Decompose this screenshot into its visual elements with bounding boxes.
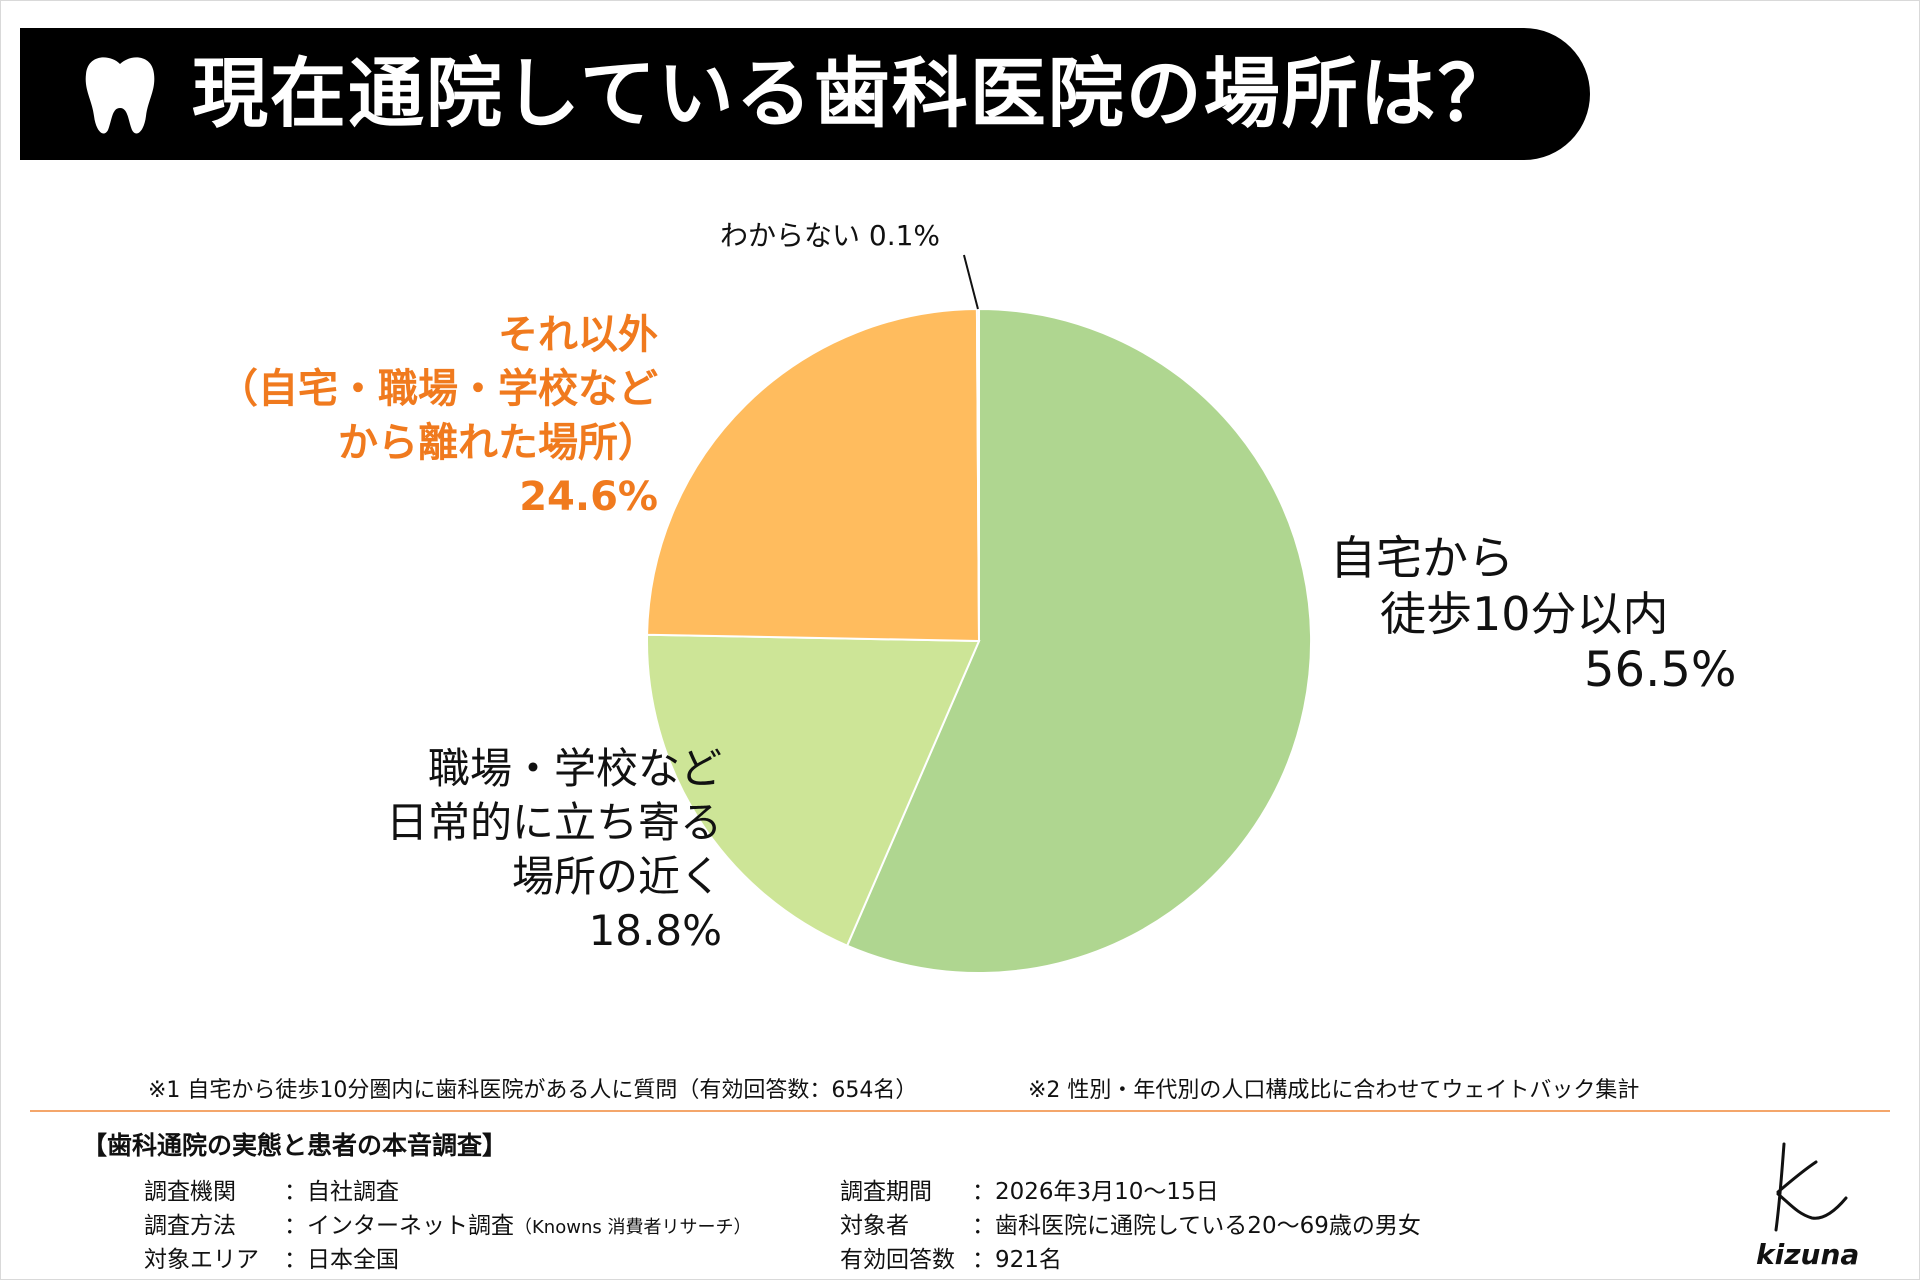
label-other-pct: 24.6% xyxy=(519,474,658,520)
meta-responses-key: 有効回答数 xyxy=(840,1247,955,1273)
pie-slice-other xyxy=(646,307,981,643)
footnote-1: ※1 自宅から徒歩10分圏内に歯科医院がある人に質問（有効回答数：654名） xyxy=(148,1078,918,1103)
label-other-line1: それ以外 xyxy=(498,312,658,358)
meta-target-key: 対象者 xyxy=(840,1213,909,1239)
survey-title: 【歯科通院の実態と患者の本音調査】 xyxy=(82,1131,508,1160)
meta-area-value: ：日本全国 xyxy=(284,1247,399,1273)
label-work-pct: 18.8% xyxy=(588,906,722,955)
pie-slice-work xyxy=(646,633,981,948)
meta-agency: 調査機関 ：自社調査 xyxy=(144,1172,399,1206)
divider xyxy=(30,1110,1890,1112)
logo-text: kizuna xyxy=(1756,1238,1860,1271)
label-other-line3: から離れた場所） xyxy=(338,420,658,466)
footnote-2: ※2 性別・年代別の人口構成比に合わせてウェイトバック集計 xyxy=(1028,1078,1640,1103)
meta-agency-key: 調査機関 xyxy=(144,1179,236,1205)
label-work-line2: 日常的に立ち寄る xyxy=(385,798,722,847)
meta-area-key: 対象エリア xyxy=(144,1247,259,1273)
meta-area: 対象エリア ：日本全国 xyxy=(144,1240,399,1274)
meta-target-value: ：歯科医院に通院している20〜69歳の男女 xyxy=(972,1213,1421,1239)
pie-slice-unknown xyxy=(975,307,980,642)
meta-target: 対象者 ：歯科医院に通院している20〜69歳の男女 xyxy=(840,1206,1421,1240)
meta-period-key: 調査期間 xyxy=(840,1179,932,1205)
kizuna-logo-mark xyxy=(1774,1142,1848,1232)
label-home-walk: 自宅から 徒歩10分以内 56.5% xyxy=(1330,530,1736,698)
meta-agency-value: ：自社調査 xyxy=(284,1179,399,1205)
pie-slice-home xyxy=(845,307,1312,974)
title-banner: 現在通院している歯科医院の場所は？ xyxy=(20,28,1590,160)
label-other-line2: （自宅・職場・学校など xyxy=(218,366,658,412)
meta-responses-value: ：921名 xyxy=(972,1247,1062,1273)
meta-method-key: 調査方法 xyxy=(144,1213,236,1239)
meta-period: 調査期間 ：2026年3月10〜15日 xyxy=(840,1172,1219,1206)
label-home-line1: 自宅から xyxy=(1330,531,1514,585)
label-unknown: わからない 0.1% xyxy=(720,219,941,252)
meta-responses: 有効回答数 ：921名 xyxy=(840,1240,1062,1274)
label-home-pct: 56.5% xyxy=(1584,642,1737,698)
label-work-school: 職場・学校など 日常的に立ち寄る 場所の近く 18.8% xyxy=(386,742,722,958)
meta-method-value: ：インターネット調査 xyxy=(284,1213,514,1239)
page-title: 現在通院している歯科医院の場所は？ xyxy=(192,49,1516,138)
tooth-icon xyxy=(85,57,155,134)
label-work-line1: 職場・学校など xyxy=(427,744,722,793)
label-home-line2: 徒歩10分以内 xyxy=(1380,587,1669,641)
meta-period-value: ：2026年3月10〜15日 xyxy=(972,1179,1219,1205)
leader-line-unknown xyxy=(962,254,979,310)
meta-method: 調査方法 ：インターネット調査（Knowns 消費者リサーチ） xyxy=(144,1206,751,1240)
meta-method-note: （Knowns 消費者リサーチ） xyxy=(514,1217,752,1238)
label-other: それ以外 （自宅・職場・学校など から離れた場所） 24.6% xyxy=(218,308,658,524)
label-work-line3: 場所の近く xyxy=(511,852,722,901)
